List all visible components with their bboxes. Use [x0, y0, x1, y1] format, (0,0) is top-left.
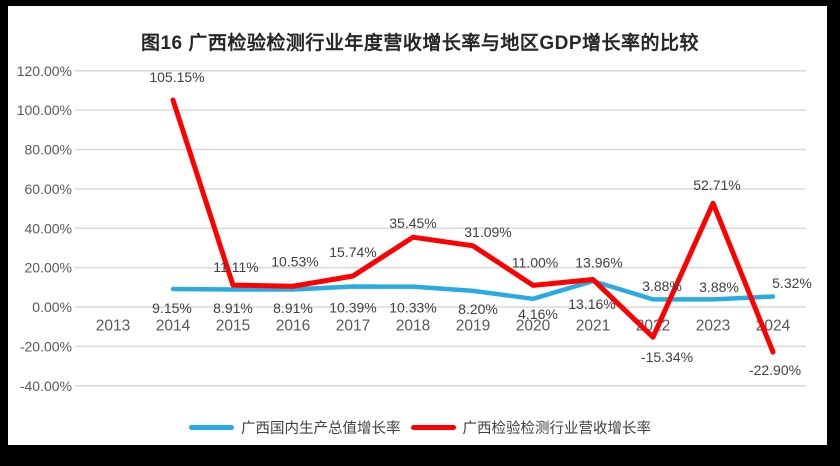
x-axis-label-2014: 2014: [156, 318, 191, 335]
data-label-revenue-2019: 31.09%: [464, 224, 511, 240]
y-axis-tick-label: -40.00%: [20, 378, 72, 394]
data-label-revenue-2014: 105.15%: [149, 69, 204, 85]
gdp-line-swatch-icon: [189, 425, 234, 430]
y-axis-tick-label: 100.00%: [17, 102, 72, 118]
data-label-gdp-2024: 5.32%: [772, 275, 812, 291]
data-label-revenue-2017: 15.74%: [329, 244, 376, 260]
x-axis-label-2019: 2019: [456, 318, 490, 335]
data-label-revenue-2016: 10.53%: [271, 253, 318, 269]
data-label-revenue-2015: 11.11%: [213, 259, 258, 275]
y-axis-tick-label: 120.00%: [17, 63, 72, 79]
revenue-line-swatch-icon: [410, 425, 456, 430]
y-axis-tick-label: 20.00%: [25, 260, 72, 276]
data-label-revenue-2024: -22.90%: [749, 362, 801, 378]
data-label-gdp-2017: 10.39%: [329, 300, 376, 316]
chart-title: 图16 广西检验检测行业年度营收增长率与地区GDP增长率的比较: [140, 33, 700, 54]
legend-label-revenue: 广西检验检测行业营收增长率: [462, 421, 652, 437]
data-label-revenue-2022: -15.34%: [641, 349, 693, 365]
x-axis-label-2020: 2020: [516, 318, 551, 335]
y-axis-tick-label: 80.00%: [25, 142, 72, 158]
data-label-gdp-2014: 9.15%: [152, 300, 192, 316]
x-axis-label-2023: 2023: [696, 318, 730, 335]
y-axis-tick-label: 60.00%: [25, 181, 72, 197]
legend-item-gdp: 广西国内生产总值增长率: [189, 417, 401, 438]
x-axis-label-2017: 2017: [336, 318, 370, 335]
x-axis-label-2018: 2018: [396, 318, 430, 335]
gdp-growth-line: [170, 278, 776, 302]
chart-canvas: [8, 6, 827, 445]
y-axis-tick-label: 40.00%: [25, 220, 72, 236]
x-axis-label-2013: 2013: [96, 318, 130, 335]
data-label-gdp-2019: 8.20%: [458, 301, 498, 317]
x-axis-label-2016: 2016: [276, 318, 310, 335]
y-axis-tick-label: 0.00%: [32, 299, 72, 315]
chart-legend: 广西国内生产总值增长率 广西检验检测行业营收增长率: [0, 417, 840, 438]
legend-label-gdp: 广西国内生产总值增长率: [241, 421, 401, 437]
data-label-gdp-2021: 13.16%: [568, 296, 615, 312]
data-label-gdp-2020: 4.16%: [518, 306, 558, 322]
x-axis-label-2021: 2021: [576, 318, 610, 335]
data-label-gdp-2015: 8.91%: [213, 300, 253, 316]
legend-item-revenue: 广西检验检测行业营收增长率: [410, 417, 652, 438]
revenue-growth-line: [170, 97, 776, 355]
data-label-revenue-2021: 13.96%: [575, 255, 622, 271]
data-label-gdp-2018: 10.33%: [389, 300, 436, 316]
data-label-gdp-2022: 3.88%: [642, 278, 682, 294]
y-axis-tick-label: -20.00%: [20, 338, 72, 354]
data-label-gdp-2023: 3.88%: [699, 279, 739, 295]
data-label-revenue-2023: 52.71%: [693, 177, 740, 193]
data-label-revenue-2018: 35.45%: [389, 215, 436, 231]
x-axis-label-2015: 2015: [216, 318, 250, 335]
data-label-gdp-2016: 8.91%: [273, 300, 313, 316]
data-label-revenue-2020: 11.00%: [512, 254, 558, 270]
